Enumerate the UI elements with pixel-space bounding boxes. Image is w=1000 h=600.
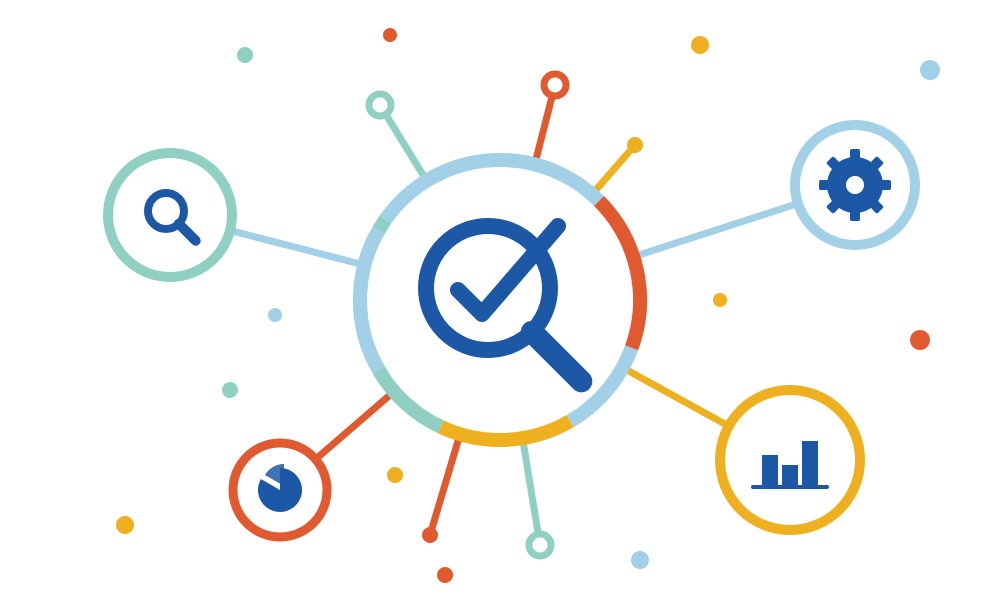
search-ring	[108, 153, 232, 277]
decor-dot	[237, 47, 253, 63]
decor-dot	[268, 308, 282, 322]
spoke-end-ring	[369, 94, 391, 116]
decor-dot	[910, 330, 930, 350]
spoke	[595, 145, 635, 191]
spoke	[523, 443, 540, 545]
spoke	[317, 395, 390, 458]
bar	[802, 441, 818, 485]
decor-dot	[387, 467, 403, 483]
spoke-end-dot	[422, 527, 438, 543]
decor-dot	[713, 293, 727, 307]
spoke-end-ring	[529, 534, 551, 556]
center-hub	[360, 160, 640, 440]
center-layer	[360, 160, 640, 440]
spoke	[233, 231, 360, 264]
bar	[762, 455, 778, 485]
bar	[782, 465, 798, 485]
decor-dot	[383, 28, 397, 42]
satellite-search	[108, 153, 232, 277]
spoke-end-ring	[544, 74, 566, 96]
spoke-end-dot	[627, 137, 643, 153]
decor-dot	[116, 516, 134, 534]
gear-icon	[819, 149, 891, 221]
gear-hole	[846, 176, 864, 194]
decor-dot	[631, 551, 649, 569]
spoke	[638, 204, 795, 255]
bars-ring	[720, 390, 860, 530]
decor-dot	[222, 382, 238, 398]
decor-dot	[437, 567, 453, 583]
spoke	[430, 439, 459, 535]
spoke	[627, 370, 726, 425]
decor-dot	[691, 36, 709, 54]
satellite-pie	[233, 443, 327, 537]
satellite-gear	[795, 125, 915, 245]
decor-dot	[920, 60, 940, 80]
satellite-bars	[720, 390, 860, 530]
